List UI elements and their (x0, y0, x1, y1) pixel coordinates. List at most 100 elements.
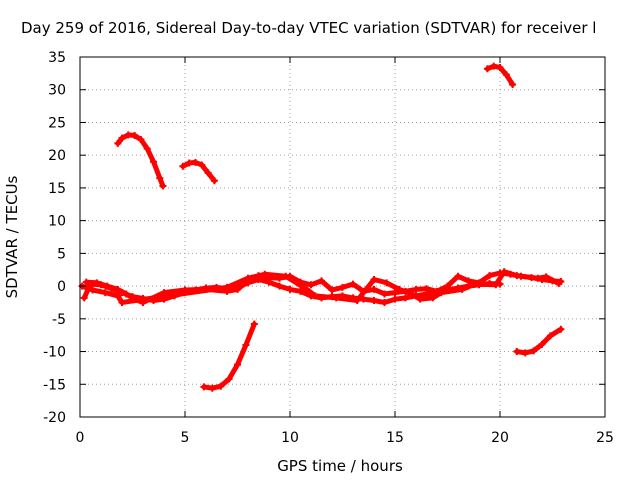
y-tick-label: 0 (57, 279, 66, 295)
data-point (250, 320, 258, 328)
data-point (318, 277, 325, 285)
data-point (114, 292, 122, 300)
data-point (328, 286, 336, 294)
data-point (198, 161, 206, 169)
data-point (339, 283, 346, 291)
data-point (402, 294, 409, 302)
data-point (465, 277, 472, 285)
data-point (303, 285, 311, 293)
y-tick-label: 35 (48, 50, 66, 66)
data-point (370, 276, 378, 284)
data-point (458, 285, 466, 293)
data-point (137, 135, 145, 143)
data-point (131, 132, 139, 140)
data-point (353, 296, 361, 304)
x-tick-label: 20 (491, 430, 509, 446)
data-point (509, 80, 517, 88)
data-point (307, 281, 315, 289)
data-point (217, 382, 225, 390)
data-point (200, 383, 208, 391)
data-point (311, 292, 319, 300)
data-point (557, 325, 565, 333)
x-tick-label: 15 (386, 430, 404, 446)
data-point (223, 283, 231, 291)
data-point (483, 65, 491, 73)
data-point (143, 145, 151, 153)
y-tick-label: 20 (48, 148, 66, 164)
data-point (80, 294, 88, 302)
data-point (496, 63, 504, 71)
data-point (101, 289, 109, 297)
data-point (502, 71, 510, 79)
data-point (423, 285, 430, 293)
data-point (412, 285, 420, 293)
data-point (156, 174, 164, 182)
data-point (490, 62, 498, 70)
data-point (297, 287, 304, 295)
data-point (179, 162, 187, 170)
data-point (114, 285, 122, 293)
data-point (492, 281, 500, 289)
plot-frame (79, 56, 606, 418)
data-point (546, 332, 554, 340)
data-point (192, 158, 199, 166)
data-point (395, 285, 403, 293)
data-point (282, 272, 290, 280)
y-axis-label: SDTVAR / TECUs (3, 175, 21, 298)
data-point (370, 296, 378, 304)
data-point (416, 295, 424, 303)
x-tick-label: 25 (596, 430, 614, 446)
data-point (234, 361, 241, 369)
data-point (444, 282, 451, 290)
data-point (93, 279, 101, 287)
axis-ticks (79, 56, 606, 418)
data-point (204, 169, 212, 177)
data-point (185, 159, 193, 167)
x-tick-label: 10 (281, 430, 299, 446)
grid-lines (80, 57, 605, 417)
data-point (118, 134, 126, 142)
data-point (391, 295, 399, 303)
data-point (124, 131, 132, 139)
data-point (244, 274, 252, 282)
y-tick-label: -10 (43, 345, 66, 361)
data-point (159, 182, 167, 190)
series-cluster-3 (78, 268, 563, 306)
data-point (383, 279, 391, 287)
y-tick-label: 30 (48, 83, 66, 99)
data-point (513, 348, 521, 356)
data-point (118, 298, 126, 306)
data-point (261, 270, 269, 278)
data-point (332, 294, 340, 302)
data-point (286, 285, 294, 293)
data-point (555, 279, 563, 287)
data-point (234, 285, 241, 293)
data-point (210, 177, 218, 185)
y-tick-labels: -20 -15 -10 -5 0 5 10 15 20 25 30 35 (43, 50, 66, 426)
data-point (370, 285, 378, 293)
data-point (513, 272, 521, 280)
data-point (381, 290, 388, 298)
data-point (521, 349, 529, 357)
data-point (381, 298, 388, 306)
data-point (114, 139, 122, 147)
series-arc-5 (513, 325, 565, 357)
data-point (500, 268, 508, 276)
data-point (437, 289, 445, 297)
y-tick-label: 5 (57, 246, 66, 262)
data-point (349, 280, 357, 288)
x-axis-label: GPS time / hours (277, 457, 403, 475)
chart-title: Day 259 of 2016, Sidereal Day-to-day VTE… (21, 19, 596, 37)
data-point (242, 341, 250, 349)
series-arc-1 (114, 131, 167, 190)
data-point (276, 282, 283, 290)
data-point (208, 384, 216, 392)
series-trace (79, 269, 562, 305)
data-point (103, 282, 111, 290)
data-point (122, 290, 130, 298)
data-point (534, 274, 542, 282)
data-point (454, 272, 462, 280)
series-arc-3 (200, 320, 258, 392)
x-tick-label: 0 (76, 430, 85, 446)
